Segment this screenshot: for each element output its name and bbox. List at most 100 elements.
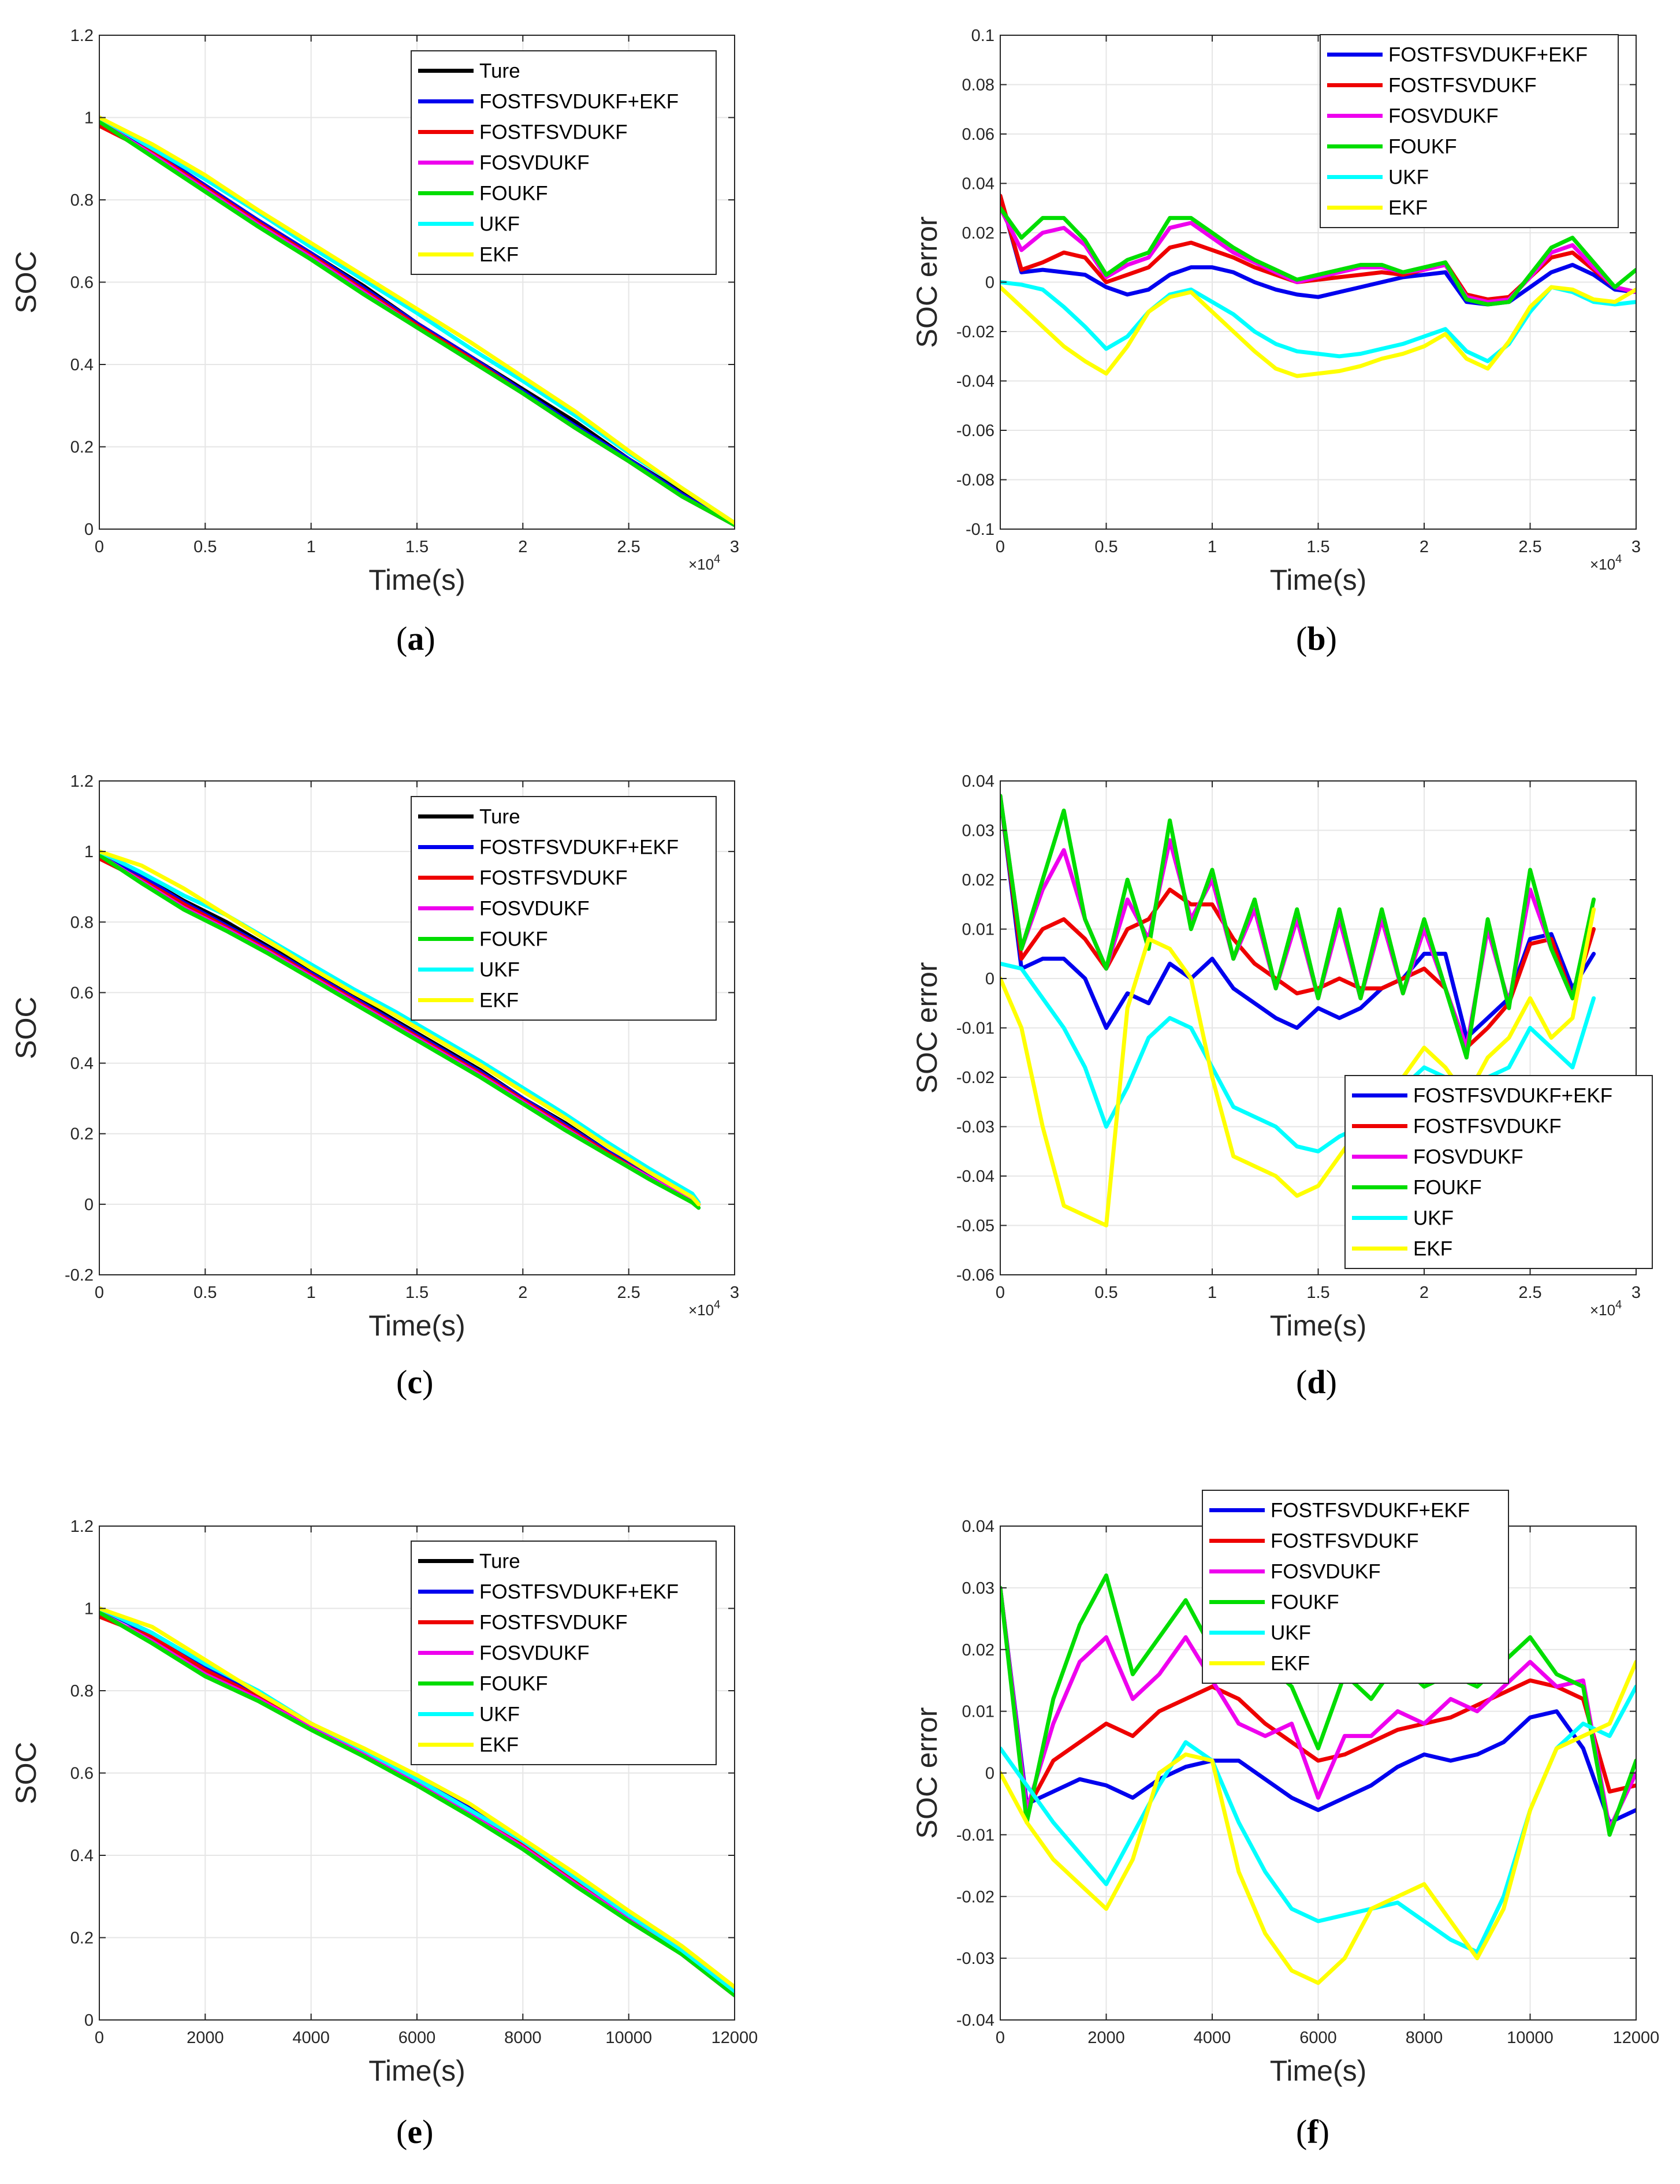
y-axis-label: SOC error xyxy=(911,1707,943,1839)
y-tick-label: 0 xyxy=(84,520,94,539)
series-line-ukf xyxy=(1000,280,1636,363)
x-axis-label: Time(s) xyxy=(1270,2055,1367,2087)
y-tick-label: 0.04 xyxy=(962,772,994,791)
x-tick-label: 0 xyxy=(95,2029,104,2047)
legend-label-foukf: FOUKF xyxy=(1413,1177,1482,1199)
y-axis-label: SOC xyxy=(10,251,42,313)
y-tick-label: 0 xyxy=(985,274,994,292)
y-tick-label: 0.02 xyxy=(962,224,994,243)
x-tick-label: 1 xyxy=(1208,538,1217,556)
legend: FOSTFSVDUKF+EKF FOSTFSVDUKF FOSVDUKF FOUKF U… xyxy=(1202,1490,1509,1684)
y-tick-label: -0.06 xyxy=(956,1266,994,1285)
x-exponent-label: ×104 xyxy=(688,553,720,573)
y-tick-label: 0 xyxy=(985,970,994,988)
x-tick-label: 0 xyxy=(996,2029,1005,2047)
x-tick-label: 12000 xyxy=(712,2029,758,2047)
legend-label-ukf: UKF xyxy=(1271,1622,1311,1644)
legend-label-fosvdukf: FOSVDUKF xyxy=(1388,105,1499,128)
caption-b: (b) xyxy=(1296,620,1337,657)
x-tick-label: 6000 xyxy=(398,2029,436,2047)
y-tick-label: 0.6 xyxy=(70,984,94,1002)
x-tick-label: 4000 xyxy=(1194,2029,1231,2047)
series-line-ekf xyxy=(99,1606,735,1989)
legend-label-ukf: UKF xyxy=(479,1703,520,1726)
chart-b: 0 0.5 1 1.5 2 2.5 3 -0.1 -0.08 -0.06 -0.04 -0.02 0 0.… xyxy=(911,27,1641,657)
y-tick-label: 0.2 xyxy=(70,1929,94,1948)
legend-label-fostfsvdukf-plus-ekf: FOSTFSVDUKF+EKF xyxy=(1413,1085,1612,1107)
y-tick-label: -0.1 xyxy=(966,520,994,539)
legend-label-fostfsvdukf: FOSTFSVDUKF xyxy=(479,121,628,144)
y-tick-label: 1.2 xyxy=(70,27,94,45)
legend-label-ture: Ture xyxy=(479,60,520,83)
x-tick-label: 2.5 xyxy=(1518,1283,1541,1302)
chart-a: 0 0.5 1 1.5 2 2.5 3 0 0.2 0.4 0.6 0.8 1 1.2 ×104 Time(s… xyxy=(10,27,739,657)
legend: FOSTFSVDUKF+EKF FOSTFSVDUKF FOSVDUKF FOUKF U… xyxy=(1344,1075,1653,1269)
legend-label-fosvdukf: FOSVDUKF xyxy=(479,898,590,920)
series-line-ukf xyxy=(99,1606,735,1993)
legend-label-ekf: EKF xyxy=(1413,1238,1452,1260)
series-group xyxy=(99,116,735,527)
caption-c: (c) xyxy=(396,1363,433,1401)
series-line-ekf xyxy=(99,116,735,525)
series-line-fostfsvdukf-plus-ekf xyxy=(1000,794,1596,1040)
x-tick-label: 2 xyxy=(518,538,527,556)
x-tick-label: 8000 xyxy=(504,2029,542,2047)
y-axis-label: SOC xyxy=(10,1742,42,1804)
y-tick-label: -0.02 xyxy=(956,1888,994,1906)
legend-label-ukf: UKF xyxy=(1413,1207,1454,1230)
chart-f: 0 2000 4000 6000 8000 10000 12000 -0.04 -0.03 -0.… xyxy=(911,1490,1659,2150)
x-axis-label: Time(s) xyxy=(368,1309,465,1342)
legend-box xyxy=(1344,1075,1653,1269)
series-line-ukf xyxy=(1000,961,1596,1154)
y-tick-label: 0.01 xyxy=(962,1703,994,1721)
legend: Ture FOSTFSVDUKF+EKF FOSTFSVDUKF FOSVDUKF FO… xyxy=(411,50,717,275)
y-tick-label: 0.02 xyxy=(962,871,994,890)
series-line-foukf xyxy=(99,1610,735,1997)
x-tick-label: 0 xyxy=(996,1283,1005,1302)
y-tick-label: -0.04 xyxy=(956,1167,994,1186)
y-tick-label: 0.04 xyxy=(962,175,994,194)
series-line-fosvdukf xyxy=(1000,1586,1636,1831)
y-tick-label: -0.05 xyxy=(956,1217,994,1236)
legend-box xyxy=(1320,34,1619,228)
series-group xyxy=(1000,194,1636,378)
x-tick-label: 1.5 xyxy=(1306,538,1329,556)
x-tick-label: 10000 xyxy=(1507,2029,1554,2047)
x-tick-label: 1.5 xyxy=(405,538,429,556)
series-group xyxy=(1000,1573,1636,1985)
x-tick-label: 2 xyxy=(1420,538,1429,556)
x-axis-label: Time(s) xyxy=(368,2055,465,2087)
series-line-foukf xyxy=(1000,1573,1636,1837)
y-tick-label: 0.6 xyxy=(70,274,94,292)
x-tick-label: 0.5 xyxy=(193,538,217,556)
series-line-ekf xyxy=(1000,1660,1636,1985)
y-tick-label: 0 xyxy=(84,1196,94,1214)
x-tick-label: 6000 xyxy=(1299,2029,1337,2047)
y-tick-label: 0.2 xyxy=(70,438,94,457)
legend: Ture FOSTFSVDUKF+EKF FOSTFSVDUKF FOSVDUKF FO… xyxy=(411,796,717,1021)
y-tick-label: 1 xyxy=(84,1600,94,1619)
y-tick-label: 0.8 xyxy=(70,1682,94,1701)
x-tick-label: 0 xyxy=(996,538,1005,556)
caption-a: (a) xyxy=(396,620,435,657)
y-tick-label: 0.8 xyxy=(70,191,94,210)
legend-label-fostfsvdukf: FOSTFSVDUKF xyxy=(1271,1530,1419,1553)
x-exponent-label: ×104 xyxy=(1590,1299,1622,1319)
legend-label-ekf: EKF xyxy=(1271,1653,1310,1675)
x-tick-label: 2.5 xyxy=(617,538,640,556)
x-tick-label: 2 xyxy=(1420,1283,1429,1302)
y-tick-label: 0.6 xyxy=(70,1765,94,1783)
legend-label-ture: Ture xyxy=(479,1550,520,1573)
x-axis-label: Time(s) xyxy=(368,564,465,596)
caption-e: (e) xyxy=(396,2113,433,2150)
chart-d: 0 0.5 1 1.5 2 2.5 3 -0.06 -0.05 -0.04 -0.03 -0.02 -0… xyxy=(911,772,1653,1401)
series-line-foukf xyxy=(99,120,735,527)
y-axis-label: SOC error xyxy=(911,217,943,348)
y-tick-label: -0.03 xyxy=(956,1118,994,1137)
legend-label-fostfsvdukf: FOSTFSVDUKF xyxy=(479,867,628,890)
x-axis-label: Time(s) xyxy=(1270,564,1367,596)
legend-label-ukf: UKF xyxy=(479,959,520,981)
caption-f: (f) xyxy=(1296,2113,1329,2150)
x-tick-label: 3 xyxy=(730,538,739,556)
